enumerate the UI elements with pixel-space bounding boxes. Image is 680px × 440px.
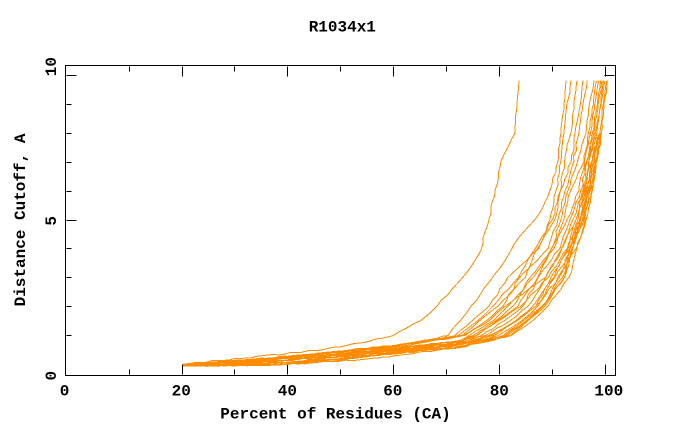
svg-text:0: 0 [60, 383, 70, 401]
svg-text:5: 5 [43, 216, 61, 226]
svg-text:Percent of Residues (CA): Percent of Residues (CA) [220, 406, 450, 424]
svg-text:40: 40 [278, 383, 297, 401]
svg-text:R1034x1: R1034x1 [309, 19, 376, 37]
svg-text:0: 0 [43, 371, 61, 381]
svg-text:60: 60 [383, 383, 402, 401]
svg-text:20: 20 [172, 383, 191, 401]
svg-text:80: 80 [490, 383, 509, 401]
svg-text:Distance Cutoff, A: Distance Cutoff, A [12, 133, 30, 306]
svg-text:10: 10 [43, 57, 61, 76]
svg-text:100: 100 [594, 383, 623, 401]
